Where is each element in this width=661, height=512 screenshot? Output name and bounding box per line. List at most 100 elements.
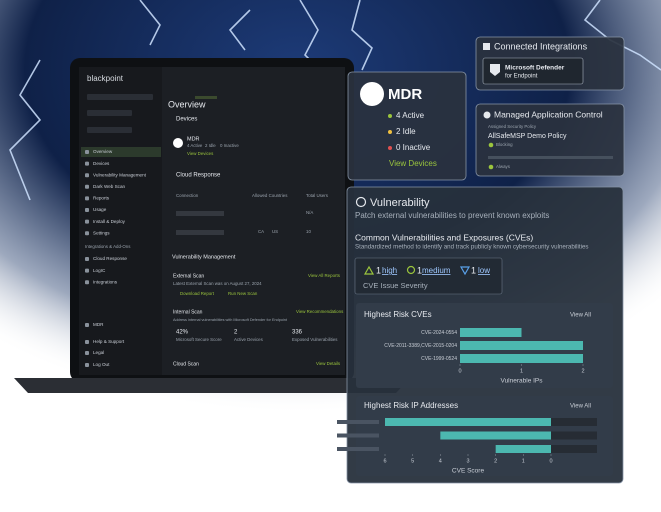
stat-label: Active Devices (234, 337, 264, 342)
nav-item[interactable]: Install & Deploy (93, 219, 126, 224)
nav-item[interactable]: Legal (93, 350, 104, 355)
table-cell: 10 (306, 229, 311, 234)
status: 2 Idle (396, 127, 416, 136)
schedule: Always (496, 164, 511, 169)
link[interactable]: View Details (316, 361, 341, 366)
link[interactable]: View All Reports (308, 273, 341, 278)
card-title: Internal Scan (173, 309, 203, 315)
nav-icon (85, 340, 89, 344)
puzzle-icon (483, 43, 490, 50)
nav-item[interactable]: Integrations (93, 279, 118, 284)
high-icon (363, 265, 375, 275)
caption: CVE Issue Severity (363, 281, 428, 290)
shield-icon (483, 111, 491, 119)
nav-item[interactable]: Log Out (93, 362, 110, 367)
page-title: Overview (168, 99, 206, 109)
x-axis-label: CVE Score (452, 468, 485, 475)
table-header: Total Users (306, 193, 329, 198)
nav-item[interactable]: Vulnerability Management (93, 172, 147, 177)
integration-badge (482, 57, 584, 85)
policy-mode: Blocking (496, 142, 513, 147)
stat-label: Exposed Vulnerabilities (292, 337, 338, 342)
nav-item[interactable]: Overview (93, 149, 113, 154)
nav-icon (85, 268, 89, 273)
integration-name: Microsoft Defender (505, 65, 565, 72)
link[interactable]: View Devices (187, 151, 214, 156)
status-dot (388, 146, 392, 150)
severity-link[interactable]: low (478, 266, 490, 275)
nav-item[interactable]: Reports (93, 196, 110, 201)
description: Standardized method to identify and trac… (355, 244, 589, 251)
nav-item[interactable]: Usage (93, 207, 107, 212)
nav-item[interactable]: Cloud Response (93, 256, 127, 261)
medium-icon (406, 265, 416, 275)
nav-item[interactable]: Devices (93, 161, 110, 166)
nav-item[interactable]: Settings (93, 230, 110, 235)
section-heading: Common Vulnerabilities and Exposures (CV… (355, 232, 533, 242)
shield-icon (490, 64, 500, 76)
severity-link[interactable]: medium (422, 266, 451, 275)
nav-icon (85, 231, 89, 236)
status-dot (388, 130, 392, 134)
nav-icon (85, 184, 89, 189)
severity-link[interactable]: high (382, 266, 397, 275)
account-field (87, 127, 132, 133)
x-tick-label: 5 (411, 458, 414, 464)
x-tick-label: 4 (439, 458, 442, 464)
nav-icon (85, 257, 89, 261)
chart-title: Highest Risk IP Addresses (364, 401, 458, 410)
card-title: Cloud Scan (173, 361, 199, 367)
severity-count: 1 (376, 265, 381, 275)
y-tick-label: CVE-1999-0524 (421, 356, 457, 362)
status: 4 Active (396, 111, 425, 120)
label: Assigned Security Policy (488, 124, 537, 129)
brand: blackpoint (87, 74, 124, 83)
x-tick-label: 0 (458, 368, 461, 374)
table-cell: CA (258, 229, 264, 234)
nav-icon (85, 150, 89, 154)
nav-item[interactable]: Help & Support (93, 339, 125, 344)
x-tick-label: 3 (466, 458, 469, 464)
sidebar (79, 67, 162, 375)
mdr-icon (173, 138, 183, 148)
redacted (176, 211, 224, 216)
check-icon (488, 164, 494, 170)
nav-icon (85, 196, 89, 201)
nav-icon (85, 173, 89, 178)
policy-name: AllSafeMSP Demo Policy (488, 133, 567, 140)
nav-icon (85, 208, 89, 212)
panel-title: MDR (388, 86, 422, 103)
x-tick-label: 1 (522, 458, 525, 464)
table-header: Connection (176, 193, 199, 198)
button[interactable]: Run New Scan (228, 291, 258, 296)
bar (385, 418, 551, 426)
nav-icon (85, 161, 89, 166)
panel-title: Vulnerability (370, 197, 430, 209)
nav-icon (85, 351, 89, 355)
nav-item[interactable]: Dark Web Scan (93, 184, 126, 189)
nav-item[interactable]: MDR (93, 322, 104, 327)
link[interactable]: View All (570, 404, 591, 410)
severity-count: 1 (417, 265, 422, 275)
x-tick-label: 0 (549, 458, 552, 464)
subtitle: Patch external vulnerabilities to preven… (355, 211, 549, 220)
status-dot (388, 114, 392, 118)
link[interactable]: View All (570, 313, 591, 319)
table-header: Allowed Countries (252, 193, 288, 198)
x-axis-label: Vulnerable IPs (500, 378, 543, 385)
section-heading: Cloud Response (176, 173, 221, 179)
bar-track (551, 431, 597, 440)
x-tick-label: 2 (494, 458, 497, 464)
nav-icon (85, 323, 89, 327)
laptop-base (14, 378, 410, 393)
low-icon (459, 266, 471, 276)
check-icon (488, 142, 494, 148)
nav-item[interactable]: LogIC (93, 268, 106, 273)
link[interactable]: View Devices (389, 159, 437, 168)
link[interactable]: View Recommendations (296, 309, 344, 314)
nav-icon (85, 280, 89, 285)
integration-sub: for Endpoint (505, 74, 538, 80)
account-field (87, 110, 132, 116)
button[interactable]: Download Report (180, 291, 215, 296)
